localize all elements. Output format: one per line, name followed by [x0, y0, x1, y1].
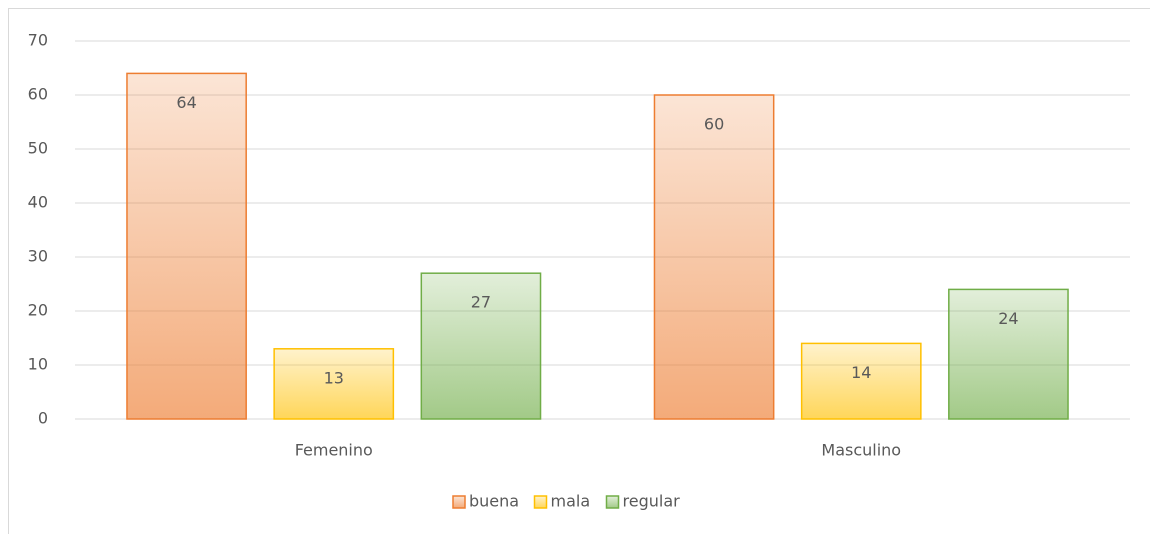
legend-swatch [452, 495, 466, 509]
x-tick-label: Femenino [295, 441, 373, 460]
y-tick-label: 70 [28, 31, 48, 50]
data-label: 64 [176, 93, 196, 112]
x-tick-label: Masculino [821, 441, 901, 460]
bar [653, 94, 775, 420]
bar [273, 348, 395, 420]
legend-label: regular [623, 492, 681, 511]
bar [126, 72, 247, 420]
legend-swatch [533, 495, 548, 509]
chart-border [8, 8, 1150, 534]
legend-swatch [605, 495, 620, 509]
y-tick-label: 0 [38, 409, 48, 428]
data-label: 13 [324, 368, 344, 387]
bar [948, 288, 1069, 420]
data-label: 60 [704, 115, 724, 134]
data-label: 27 [471, 293, 491, 312]
bar [800, 342, 922, 420]
y-tick-label: 20 [28, 301, 48, 320]
data-label: 24 [998, 309, 1018, 328]
y-tick-label: 30 [28, 247, 48, 266]
data-label: 14 [851, 363, 871, 382]
bar [420, 272, 542, 420]
legend-label: buena [469, 492, 519, 511]
y-tick-label: 60 [28, 85, 48, 104]
legend-label: mala [551, 492, 591, 511]
y-tick-label: 10 [28, 355, 48, 374]
y-tick-label: 50 [28, 139, 48, 158]
y-tick-label: 40 [28, 193, 48, 212]
